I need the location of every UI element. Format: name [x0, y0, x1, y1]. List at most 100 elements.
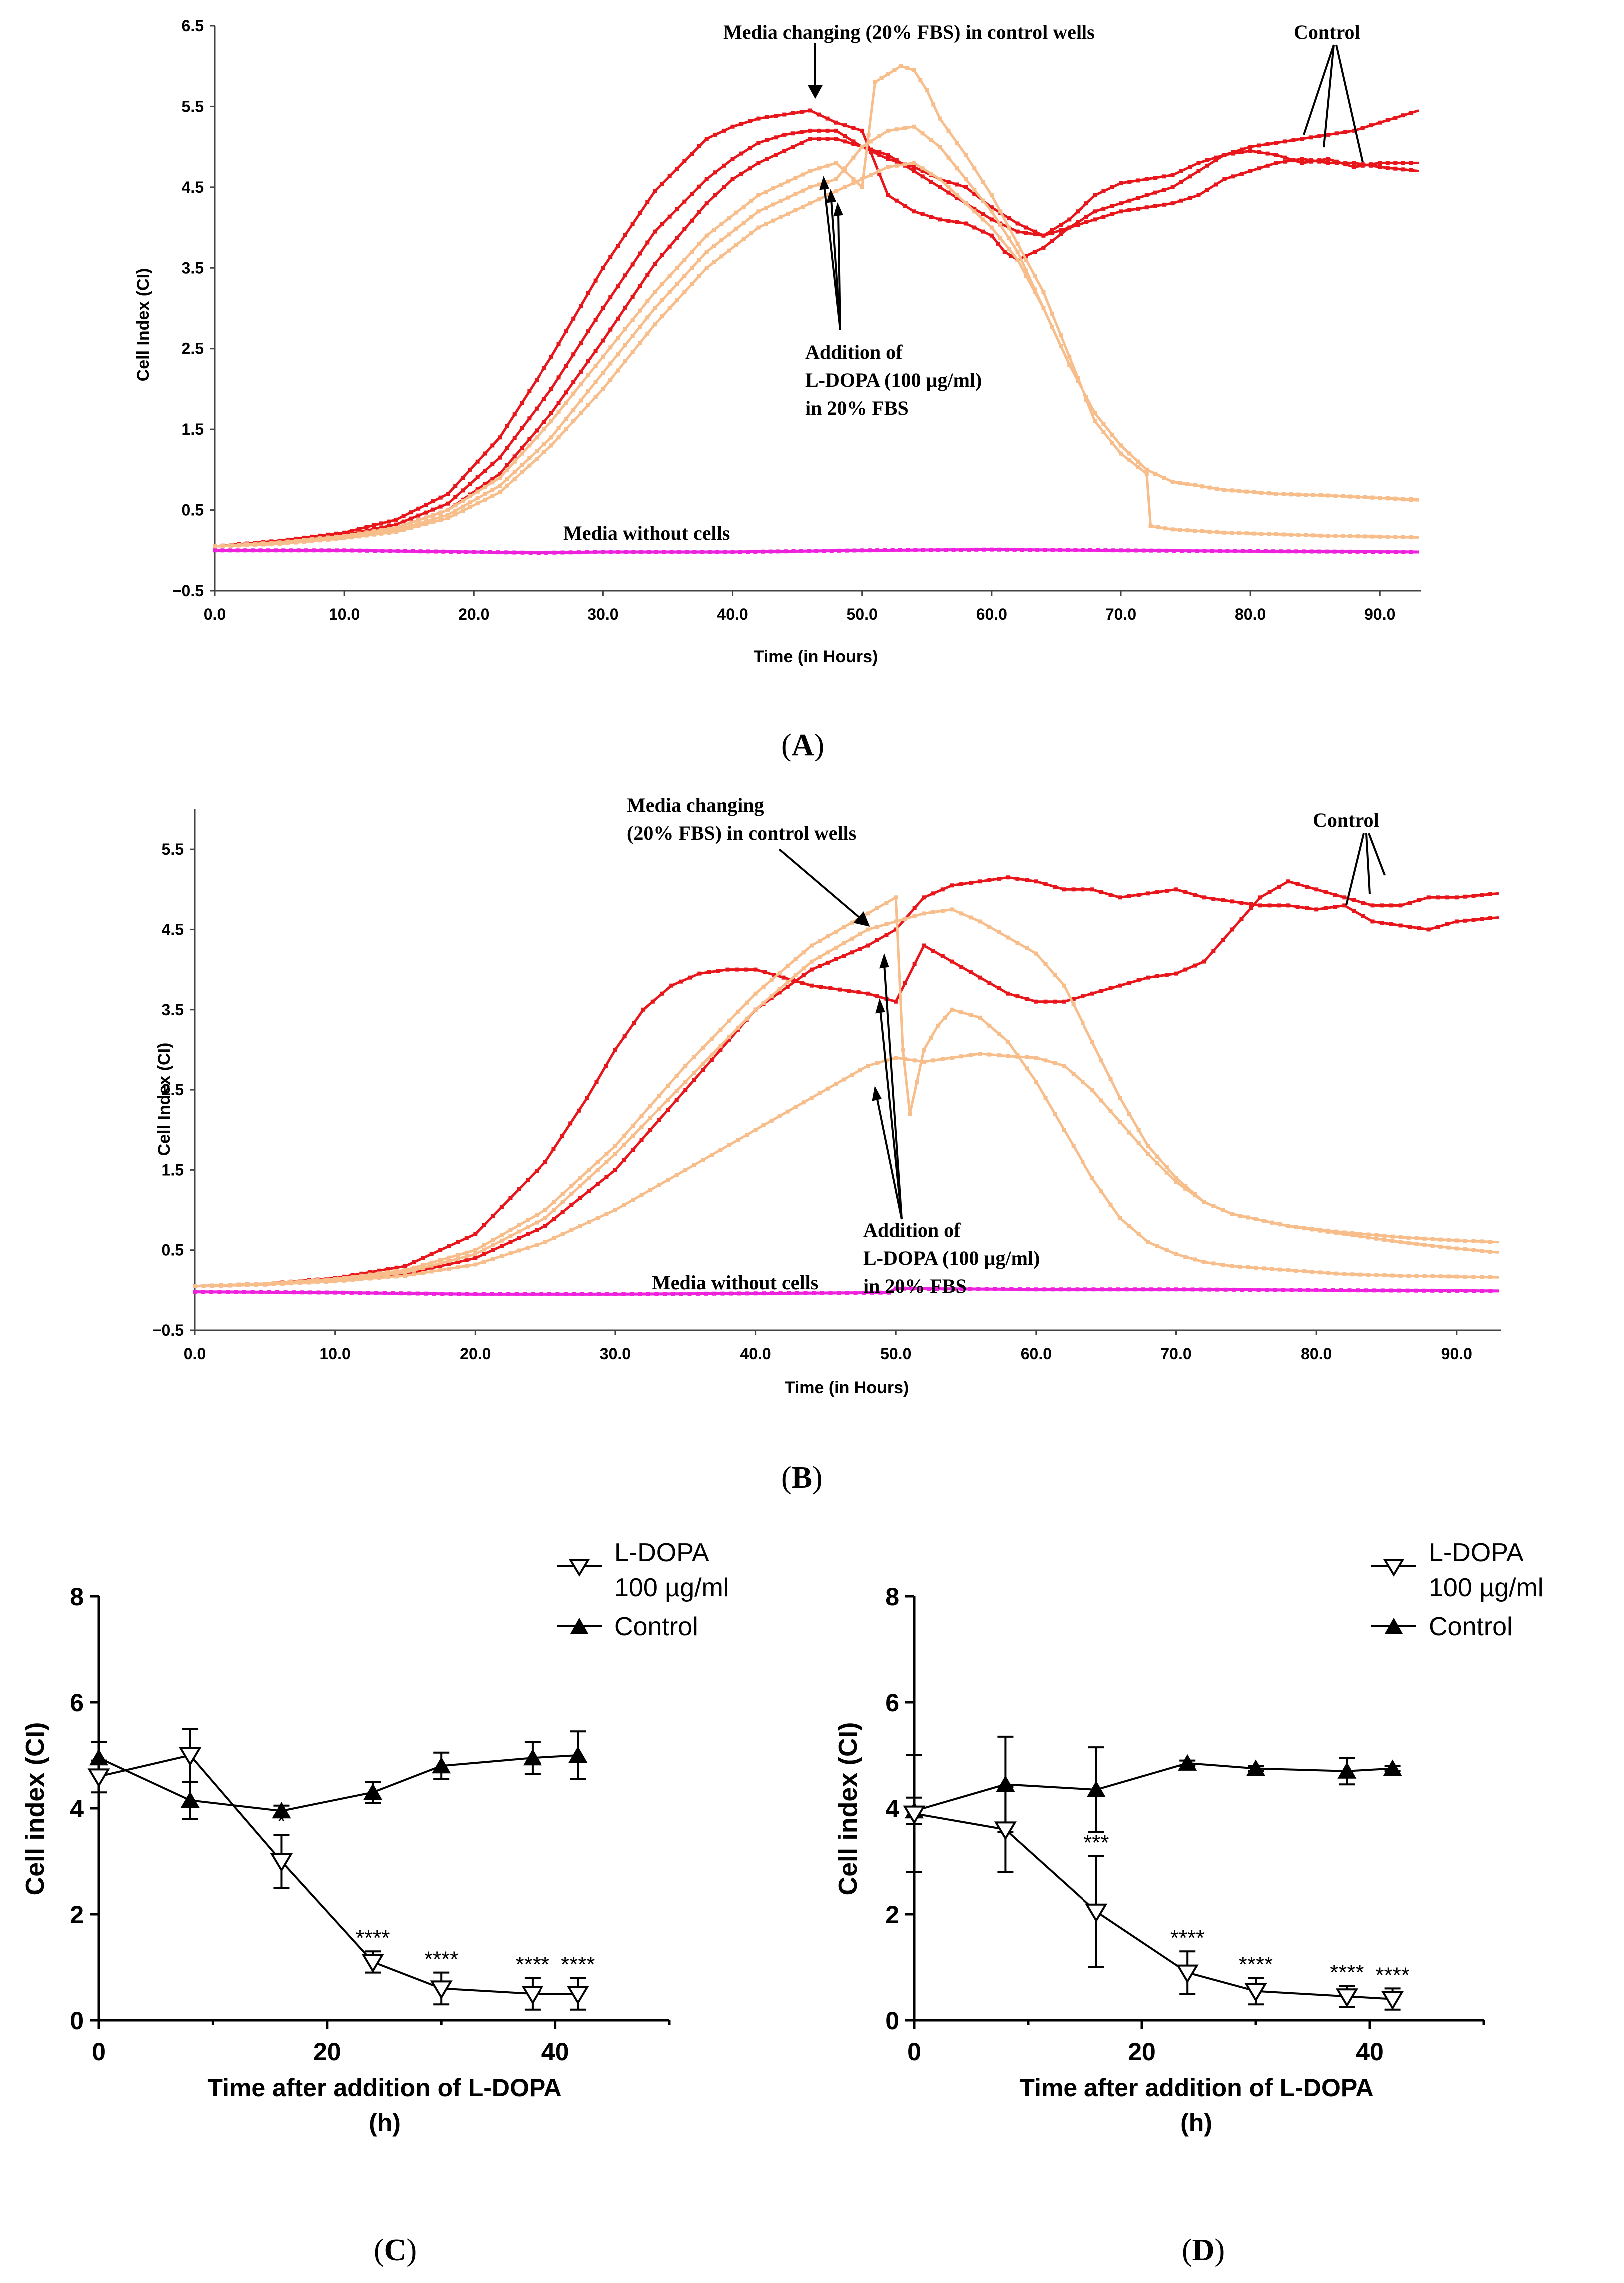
panel-b-point: [884, 922, 889, 926]
panel-b-point: [778, 1291, 783, 1295]
panel-a-point: [1289, 532, 1293, 537]
panel-a-point: [894, 198, 899, 203]
panel-a-point: [764, 206, 768, 210]
panel-b-point: [910, 1286, 915, 1291]
panel-b-point: [959, 1010, 964, 1015]
panel-a-point: [386, 524, 391, 528]
panel-c-line: [98, 1754, 578, 1812]
panel-a-point: [1050, 325, 1054, 329]
panel-a-point: [834, 161, 838, 165]
panel-b-point: [1232, 1287, 1236, 1292]
panel-b-point: [543, 1160, 547, 1164]
panel-b-point: [491, 1243, 495, 1247]
panel-b-point: [1302, 1226, 1307, 1231]
panel-b-line-control: [194, 876, 1499, 1288]
panel-b-point: [1136, 892, 1141, 897]
panel-b-point: [993, 1287, 997, 1291]
panel-a-point: [386, 519, 391, 524]
panel-d-y-tick-label: 8: [885, 1583, 899, 1611]
panel-b-point: [745, 1133, 749, 1137]
panel-b-point: [1071, 887, 1076, 892]
panel-a-point: [1067, 354, 1072, 359]
panel-b-point: [968, 1287, 972, 1291]
panel-a-point: [549, 419, 553, 423]
panel-a-point: [843, 139, 847, 144]
panel-a-point: [773, 114, 778, 118]
panel-c-point-ldopa: [521, 1986, 544, 2005]
panel-b-point: [560, 1200, 565, 1204]
panel-a-point: [972, 166, 977, 171]
panel-b-point: [555, 1292, 560, 1296]
panel-a-point: [764, 222, 768, 226]
panel-a-point: [1041, 306, 1046, 310]
panel-a-point: [541, 427, 546, 432]
panel-b-point: [709, 1057, 714, 1062]
panel-a-point: [593, 278, 598, 283]
panel-b-point: [912, 962, 917, 966]
panel-a-point: [1300, 157, 1304, 161]
panel-b-point: [801, 973, 806, 978]
panel-b-point: [399, 1291, 403, 1296]
panel-b-point: [809, 967, 814, 972]
panel-b-point: [315, 1280, 320, 1284]
panel-b-point: [978, 879, 982, 884]
panel-b-arrows: [778, 833, 1386, 1220]
panel-b-point: [1480, 1249, 1484, 1253]
panel-a-point: [1409, 550, 1413, 554]
panel-b-point: [456, 1265, 460, 1270]
panel-a-point: [616, 336, 620, 340]
panel-b-point: [569, 1184, 574, 1188]
panel-a-point: [401, 528, 406, 532]
panel-a-x-tick-label: 50.0: [847, 605, 878, 623]
panel-d-y-tick-label: 2: [885, 1901, 899, 1929]
panel-b-point: [1006, 1039, 1010, 1044]
panel-b-point: [1262, 1266, 1266, 1271]
panel-a-point: [593, 395, 598, 399]
panel-d-legend-control: Control: [1429, 1612, 1513, 1641]
panel-a-point: [552, 550, 557, 555]
panel-b-point: [1382, 1238, 1387, 1242]
panel-b-point: [1358, 1232, 1363, 1236]
panel-a-point: [586, 329, 590, 334]
panel-a-point: [449, 549, 453, 554]
panel-a-point: [825, 137, 830, 141]
panel-b-point: [283, 1290, 288, 1295]
panel-a-point: [879, 76, 884, 80]
panel-d-point-ldopa: [1335, 1988, 1358, 2008]
panel-a-point: [527, 443, 532, 448]
panel-b-point: [960, 1287, 964, 1291]
panel-a-point: [972, 192, 977, 196]
panel-a-point: [1200, 484, 1204, 489]
panel-b-y-tick-label: 0.5: [162, 1241, 184, 1259]
panel-b-point: [1334, 1231, 1339, 1235]
panel-b-point: [1006, 991, 1010, 996]
panel-b-point: [1417, 898, 1421, 902]
panel-a-point: [578, 369, 583, 374]
panel-a-point: [556, 375, 561, 380]
panel-a-point: [1118, 451, 1123, 456]
panel-a-point: [791, 145, 795, 149]
panel-c-point-control: [432, 1757, 451, 1774]
panel-b-point: [275, 1290, 280, 1294]
panel-a-point: [730, 550, 735, 554]
panel-b-point: [674, 1089, 679, 1093]
panel-a-point: [682, 159, 687, 163]
panel-b-point: [1099, 989, 1103, 993]
panel-b-point: [382, 1291, 387, 1295]
panel-b-point: [639, 1125, 644, 1129]
panel-b-point: [922, 895, 926, 900]
panel-b-point: [1265, 1288, 1269, 1292]
panel-a-point: [496, 550, 500, 555]
panel-a-point: [682, 199, 687, 204]
panel-b-point: [1230, 927, 1234, 932]
panel-b-point: [657, 1183, 661, 1187]
panel-a-point: [1041, 245, 1046, 250]
panel-b-point: [578, 1196, 582, 1200]
panel-b-point: [491, 1257, 495, 1261]
panel-a-point: [739, 151, 743, 156]
panel-b-point: [1430, 1243, 1435, 1248]
panel-b-point: [621, 1292, 626, 1296]
panel-b-point: [1042, 1287, 1047, 1292]
panel-a-point: [843, 166, 847, 171]
